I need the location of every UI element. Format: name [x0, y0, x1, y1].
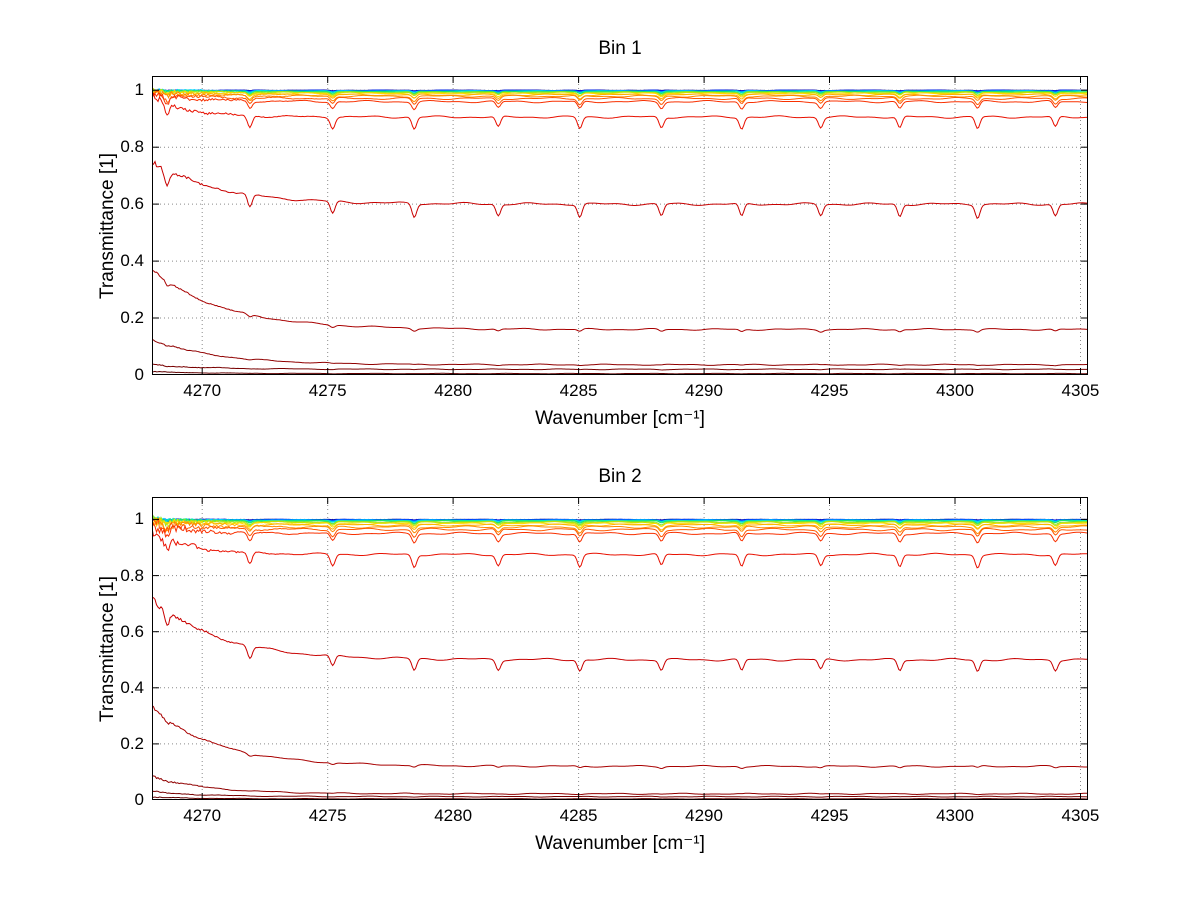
series-spectrum-15: [152, 92, 1088, 130]
series-spectrum-16: [152, 597, 1088, 672]
y-axis-label-bin1: Transmittance [1]: [97, 152, 118, 299]
x-tick-label: 4290: [685, 381, 723, 400]
series-spectrum-18: [152, 774, 1088, 796]
y-tick-label: 0.6: [120, 621, 144, 641]
y-tick-label: 0.4: [120, 677, 144, 697]
y-tick-label: 0: [134, 365, 144, 384]
x-tick-label: 4270: [183, 381, 222, 400]
series-spectrum-17: [152, 270, 1088, 333]
x-tick-label: 4290: [685, 806, 723, 825]
series-spectrum-19: [152, 790, 1088, 798]
y-tick-label: 1: [134, 509, 144, 529]
x-tick-label: 4280: [434, 381, 473, 400]
series-spectrum-14: [152, 90, 1088, 111]
plot-title-bin1: Bin 1: [598, 38, 642, 59]
plot-canvas-bin1: [152, 76, 1088, 375]
series-spectrum-15: [152, 528, 1088, 569]
y-tick-label: 0: [134, 790, 144, 809]
x-axis-label-bin1: Wavenumber [cm⁻¹]: [535, 408, 705, 429]
series-spectrum-11: [152, 516, 1088, 532]
y-axis-label-bin2: Transmittance [1]: [97, 575, 118, 722]
axes-frame: [152, 76, 1088, 375]
series-spectrum-19: [152, 363, 1088, 371]
x-tick-label: 4275: [308, 381, 347, 400]
x-axis-label-bin2: Wavenumber [cm⁻¹]: [535, 833, 705, 854]
subplot-bin2: Bin 2 Wavenumber [cm⁻¹] Transmittance [1…: [97, 466, 1099, 854]
series-spectrum-18: [152, 339, 1088, 367]
x-tick-label: 4285: [559, 806, 598, 825]
x-tick-label: 4270: [183, 806, 222, 825]
y-tick-label: 0.8: [120, 137, 144, 157]
y-tick-label: 0.2: [120, 308, 144, 328]
y-tick-label: 0.6: [120, 194, 144, 214]
x-tick-label: 4300: [936, 806, 974, 825]
y-tick-label: 0.8: [120, 565, 144, 585]
axes-frame: [152, 497, 1088, 800]
y-tick-label: 0.2: [120, 733, 144, 753]
series-spectrum-10: [152, 89, 1088, 99]
series-spectrum-13: [152, 90, 1088, 106]
series-spectrum-13: [152, 517, 1088, 539]
plot-title-bin2: Bin 2: [598, 466, 642, 487]
x-tick-label: 4305: [1061, 381, 1100, 400]
x-tick-label: 4280: [434, 806, 473, 825]
series-spectrum-08: [152, 514, 1088, 527]
plot-canvas-bin2: [152, 497, 1088, 800]
subplot-bin1: Bin 1 Wavenumber [cm⁻¹] Transmittance [1…: [97, 38, 1099, 429]
series-spectrum-12: [152, 520, 1088, 535]
x-tick-label: 4275: [308, 806, 347, 825]
x-tick-label: 4285: [559, 381, 598, 400]
series-spectrum-16: [152, 160, 1088, 219]
series-spectrum-20: [152, 370, 1088, 375]
series-spectrum-17: [152, 705, 1088, 770]
x-tick-label: 4295: [810, 806, 849, 825]
series-spectrum-12: [152, 88, 1088, 103]
y-tick-label: 0.4: [120, 251, 144, 271]
y-tick-label: 1: [134, 80, 144, 100]
series-spectrum-14: [152, 520, 1088, 544]
x-tick-label: 4300: [936, 381, 974, 400]
x-tick-label: 4305: [1061, 806, 1100, 825]
x-tick-label: 4295: [810, 381, 849, 400]
